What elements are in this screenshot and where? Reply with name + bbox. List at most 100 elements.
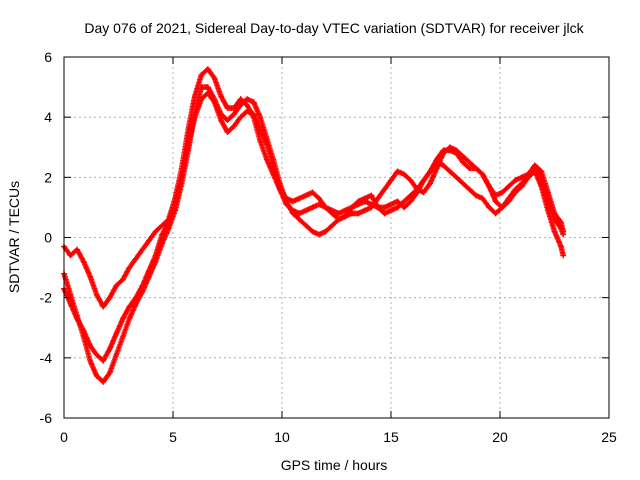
data-point: [152, 258, 159, 265]
data-point: [309, 189, 316, 196]
data-point: [316, 195, 322, 202]
data-point: [401, 198, 407, 205]
data-point: [100, 379, 106, 385]
x-axis-label: GPS time / hours: [281, 457, 388, 473]
data-point: [538, 168, 545, 175]
data-point: [499, 189, 505, 196]
data-point: [434, 165, 440, 172]
data-point: [231, 105, 237, 111]
data-point: [532, 162, 538, 169]
data-point: [126, 264, 133, 271]
data-point: [100, 358, 106, 364]
y-tick-label: 0: [44, 230, 52, 246]
data-point: [381, 186, 388, 193]
y-tick-label: -2: [40, 290, 53, 306]
data-point: [198, 72, 205, 78]
data-point: [218, 117, 224, 123]
data-point: [296, 195, 303, 202]
data-point: [146, 237, 152, 244]
data-point: [512, 177, 519, 184]
data-point: [178, 165, 185, 172]
data-point: [309, 228, 316, 235]
data-point: [560, 252, 566, 259]
data-point: [283, 195, 290, 202]
data-point: [205, 84, 211, 90]
chart-title: Day 076 of 2021, Sidereal Day-to-day VTE…: [84, 20, 584, 36]
data-point: [74, 246, 80, 253]
data-point: [257, 114, 263, 120]
data-point: [466, 165, 473, 172]
data-point: [447, 147, 453, 154]
data-point: [414, 186, 420, 193]
data-point: [492, 210, 499, 217]
data-point: [381, 210, 388, 217]
data-point: [93, 373, 100, 379]
data-point: [270, 171, 277, 178]
x-tick-label: 20: [492, 429, 508, 445]
data-point: [165, 225, 172, 232]
data-point: [237, 114, 244, 120]
data-point: [277, 186, 283, 193]
data-point: [133, 300, 139, 307]
x-tick-label: 15: [383, 429, 399, 445]
data-point: [466, 159, 473, 166]
data-point: [165, 216, 172, 223]
data-point: [290, 210, 296, 217]
data-point: [388, 177, 394, 184]
data-point: [505, 198, 512, 205]
data-point: [440, 147, 447, 154]
data-point: [427, 168, 433, 175]
data-point: [375, 195, 381, 202]
data-point: [453, 150, 460, 157]
data-point: [146, 273, 152, 280]
data-point: [74, 312, 80, 319]
data-point: [303, 192, 309, 199]
data-point: [560, 228, 566, 235]
data-point: [349, 204, 355, 211]
data-point: [512, 189, 519, 196]
data-point: [107, 346, 113, 352]
data-point: [296, 210, 303, 217]
data-point: [113, 331, 120, 337]
data-point: [479, 195, 486, 202]
data-point: [159, 222, 165, 229]
data-point: [368, 192, 375, 199]
data-point: [368, 204, 375, 211]
data-point: [505, 183, 512, 190]
data-point: [152, 228, 159, 235]
data-point: [113, 352, 120, 358]
y-axis-label: SDTVAR / TECUs: [6, 181, 22, 293]
data-point: [126, 315, 133, 322]
data-point: [231, 111, 237, 117]
data-point: [192, 93, 198, 99]
data-point: [205, 66, 211, 72]
data-point: [87, 273, 93, 280]
data-point: [296, 216, 303, 223]
x-tick-label: 25: [601, 429, 617, 445]
data-point: [80, 334, 87, 340]
data-point: [139, 288, 146, 295]
series-markers: [61, 90, 566, 364]
data-point: [237, 96, 244, 102]
series-markers: [61, 84, 566, 385]
data-point: [335, 210, 342, 217]
axis-ticks: 0 5 10 15 20 25 -6 -4 -2 0 2 4 6: [40, 49, 617, 445]
data-point: [263, 135, 270, 141]
data-point: [407, 198, 414, 205]
data-point: [551, 210, 558, 217]
data-point: [322, 228, 329, 235]
series-layer: [61, 66, 566, 385]
data-point: [120, 276, 126, 283]
data-point: [270, 156, 277, 163]
data-point: [407, 192, 414, 199]
data-point: [420, 189, 427, 196]
data-point: [93, 291, 100, 298]
data-point: [93, 352, 100, 358]
data-point: [342, 213, 348, 220]
data-point: [420, 177, 427, 184]
data-point: [231, 123, 237, 129]
data-point: [211, 75, 218, 81]
data-point: [224, 117, 231, 123]
y-tick-label: -6: [40, 410, 53, 426]
